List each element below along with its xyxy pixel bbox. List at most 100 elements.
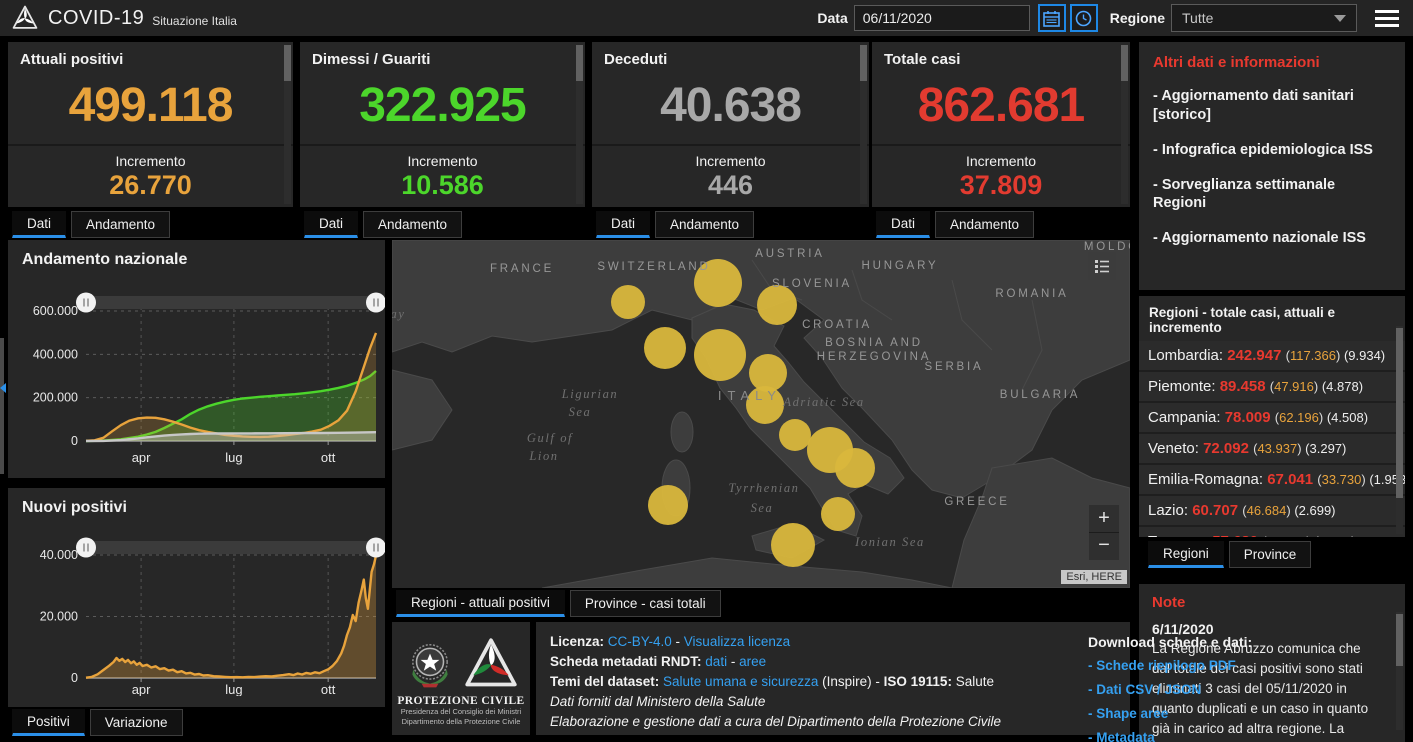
stat-card-value: 40.638 xyxy=(660,79,802,132)
footer-link[interactable]: Visualizza licenza xyxy=(683,634,791,649)
regione-dropdown[interactable]: Tutte xyxy=(1171,4,1357,32)
range-slider-handle-left[interactable] xyxy=(76,292,96,313)
region-bubble[interactable] xyxy=(835,448,875,488)
page-scrollbar[interactable] xyxy=(0,338,4,474)
note-scrollbar[interactable] xyxy=(1396,612,1403,730)
chart2-tab-variazione[interactable]: Variazione xyxy=(89,709,183,736)
card-scrollbar[interactable] xyxy=(860,45,867,204)
increment-label: Incremento xyxy=(407,153,478,169)
menu-button[interactable] xyxy=(1375,6,1399,31)
info-link[interactable]: - Aggiornamento nazionale ISS xyxy=(1153,230,1366,247)
altri-dati-title: Altri dati e informazioni xyxy=(1153,54,1320,71)
regions-tab-province[interactable]: Province xyxy=(1228,541,1312,568)
card-scrollbar[interactable] xyxy=(284,45,291,204)
footer-link[interactable]: aree xyxy=(739,654,767,669)
region-bubble[interactable] xyxy=(771,523,815,567)
region-bubble[interactable] xyxy=(779,419,811,451)
card2-tab-andamento[interactable]: Andamento xyxy=(363,211,463,238)
map-tab-province-casi-totali[interactable]: Province - casi totali xyxy=(569,590,721,617)
card1-tab-dati[interactable]: Dati xyxy=(12,211,67,238)
region-bubble[interactable] xyxy=(757,285,797,325)
info-link[interactable]: - Infografica epidemiologica ISS xyxy=(1153,141,1373,158)
range-slider-handle-right[interactable] xyxy=(366,292,385,313)
increment-label: Incremento xyxy=(965,153,1037,169)
range-slider-handle-right[interactable] xyxy=(366,537,385,558)
region-row[interactable]: Piemonte: 89.458 (47.916) (4.878) xyxy=(1139,372,1405,403)
region-bubble[interactable] xyxy=(644,327,686,369)
card1-tab-andamento[interactable]: Andamento xyxy=(71,211,171,238)
map-country-label: MOLDOVA xyxy=(1084,241,1130,253)
y-axis-tick: 400.000 xyxy=(33,347,78,361)
region-bubble[interactable] xyxy=(694,329,746,381)
card4-tab-andamento[interactable]: Andamento xyxy=(935,211,1035,238)
info-link[interactable]: - Aggiornamento dati sanitari [storico] xyxy=(1153,88,1354,123)
chart2-tab-positivi[interactable]: Positivi xyxy=(12,709,85,736)
region-row[interactable]: Lombardia: 242.947 (117.366) (9.934) xyxy=(1139,341,1405,372)
region-row[interactable]: Lazio: 60.707 (46.684) (2.699) xyxy=(1139,496,1405,527)
nuovi-positivi-panel: Nuovi positivi 0 20.000 40.000 apr lug ott xyxy=(8,488,385,707)
y-axis-tick: 0 xyxy=(71,671,78,685)
y-axis-tick: 600.000 xyxy=(33,304,78,318)
calendar-button[interactable] xyxy=(1037,4,1066,32)
legend-list-icon xyxy=(1095,260,1109,273)
info-link[interactable]: - Sorveglianza settimanale Regioni xyxy=(1153,176,1336,212)
increment-value: 37.809 xyxy=(959,170,1043,200)
divider xyxy=(8,144,293,146)
series-dimessi-guariti xyxy=(85,370,377,443)
series-deceduti xyxy=(85,431,377,443)
time-button[interactable] xyxy=(1069,4,1098,32)
card4-tab-dati[interactable]: Dati xyxy=(876,211,931,238)
map-tabs: Regioni - attuali positivi Province - cas… xyxy=(396,590,721,617)
download-link[interactable]: - Shape aree xyxy=(1088,706,1169,721)
map-sea-label: Ligurian xyxy=(561,387,619,401)
region-row[interactable]: Emilia-Romagna: 67.041 (33.730) (1.953) xyxy=(1139,465,1405,496)
regions-title: Regioni - totale casi, attuali e increme… xyxy=(1149,305,1336,335)
range-slider-handle-left[interactable] xyxy=(76,537,96,558)
andamento-nazionale-panel: Andamento nazionale 0 200.000 400.000 600.0… xyxy=(8,240,385,478)
stat-card-title: Attuali positivi xyxy=(20,51,124,68)
date-input[interactable] xyxy=(853,5,1030,31)
footer-link[interactable]: Salute umana e sicurezza xyxy=(663,674,819,689)
region-bubble[interactable] xyxy=(694,259,742,307)
collapse-arrow-icon[interactable] xyxy=(0,383,6,393)
footer-link[interactable]: dati xyxy=(705,654,728,669)
download-link[interactable]: - Schede riepilogo PDF xyxy=(1088,658,1236,673)
download-link[interactable]: - Metadata xyxy=(1088,730,1155,742)
download-section: Download schede e dati: - Schede riepilo… xyxy=(1088,632,1278,742)
zoom-in-button[interactable]: + xyxy=(1089,505,1119,533)
download-link[interactable]: - Dati CSV / JSON xyxy=(1088,682,1202,697)
card3-tab-dati[interactable]: Dati xyxy=(596,211,651,238)
divider xyxy=(592,144,869,146)
regions-tab-regioni[interactable]: Regioni xyxy=(1148,541,1224,568)
card2-tab-dati[interactable]: Dati xyxy=(304,211,359,238)
region-bubble[interactable] xyxy=(648,485,688,525)
footer-link[interactable]: CC-BY-4.0 xyxy=(607,634,672,649)
app-subtitle: Situazione Italia xyxy=(152,14,237,28)
legend-button[interactable] xyxy=(1088,252,1116,280)
region-row[interactable]: Veneto: 72.092 (43.937) (3.297) xyxy=(1139,434,1405,465)
region-row[interactable]: Campania: 78.009 (62.196) (4.508) xyxy=(1139,403,1405,434)
map-tab-regioni-attuali-positivi[interactable]: Regioni - attuali positivi xyxy=(396,590,565,617)
regions-scrollbar[interactable] xyxy=(1396,326,1403,534)
map-country-label: SERBIA xyxy=(925,361,984,373)
card-scrollbar[interactable] xyxy=(576,45,583,204)
note-panel: Note 6/11/2020 La Regione Abruzzo comuni… xyxy=(1139,584,1405,742)
regions-panel: Regioni - totale casi, attuali e increme… xyxy=(1139,296,1405,537)
zoom-out-button[interactable]: − xyxy=(1089,533,1119,560)
stat-card: Attuali positivi 499.118 Incremento 26.7… xyxy=(8,42,293,207)
region-bubble[interactable] xyxy=(749,354,787,392)
map-country-label: SLOVENIA xyxy=(772,278,852,290)
region-bubble[interactable] xyxy=(821,497,855,531)
region-bubble[interactable] xyxy=(611,285,645,319)
region-bubble[interactable] xyxy=(746,386,784,424)
map-canvas[interactable]: FRANCE SWITZERLAND AUSTRIA SLOVENIA HUNGARY R… xyxy=(392,240,1130,588)
card3-tab-andamento[interactable]: Andamento xyxy=(655,211,755,238)
map-country-label: AUSTRIA xyxy=(755,248,824,260)
region-row[interactable]: Toscana: 57.680 (39.440) (2.592) xyxy=(1139,527,1405,537)
logo-name: PROTEZIONE CIVILE xyxy=(397,695,525,708)
card-scrollbar[interactable] xyxy=(1121,45,1128,204)
footer-logo-panel: PROTEZIONE CIVILE Presidenza del Consigl… xyxy=(392,622,530,735)
map-panel[interactable]: FRANCE SWITZERLAND AUSTRIA SLOVENIA HUNGARY R… xyxy=(392,240,1130,588)
note-date: 6/11/2020 xyxy=(1152,621,1214,637)
andamento-nazionale-chart: 0 200.000 400.000 600.000 apr lug ott xyxy=(33,292,385,465)
